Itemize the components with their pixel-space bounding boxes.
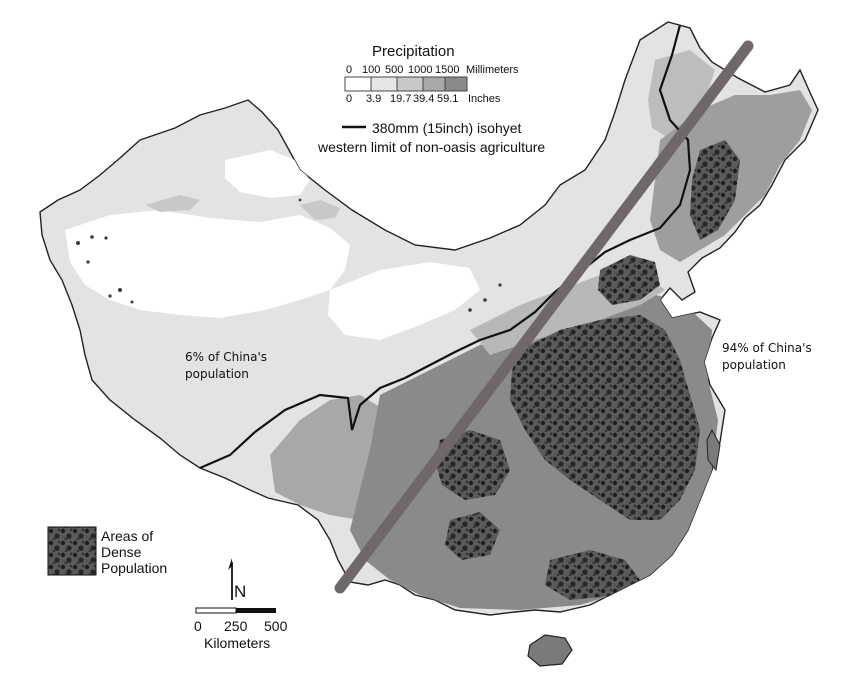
dense-legend-swatch — [47, 526, 97, 576]
mm-tick: 1500 — [435, 64, 460, 76]
mm-tick: 500 — [385, 64, 404, 76]
inch-unit: Inches — [468, 93, 501, 105]
mm-tick: 100 — [362, 64, 381, 76]
dense-population-label: Areas of Dense Population — [101, 528, 168, 576]
tarim-arid-zone — [65, 210, 350, 318]
precip-swatches — [344, 76, 468, 92]
northeast-mid-zone — [648, 50, 715, 140]
gobi-arid-zone — [225, 150, 310, 198]
inch-tick: 0 — [346, 93, 353, 105]
hainan-island — [527, 634, 573, 667]
scale-tick: 500 — [264, 618, 288, 634]
hu-divide-line — [334, 40, 754, 594]
north-label: N — [234, 582, 247, 601]
inch-tick: 3.9 — [366, 93, 382, 105]
oasis-dots — [76, 198, 502, 312]
isohyet-sub-label: western limit of non-oasis agriculture — [318, 139, 546, 155]
alxa-arid-zone — [328, 262, 480, 340]
mm-tick: 0 — [346, 64, 353, 76]
inch-tick: 59.1 — [437, 93, 459, 105]
mm-unit: Millimeters — [466, 64, 519, 76]
isohyet-label: 380mm (15inch) isohyet — [372, 120, 522, 136]
mm-tick: 1000 — [408, 64, 433, 76]
scale-bar-graphic — [195, 607, 276, 614]
inch-tick: 39.4 — [413, 93, 435, 105]
precip-title: Precipitation — [372, 43, 455, 60]
scale-tick: 250 — [224, 618, 248, 634]
scale-unit: Kilometers — [204, 635, 271, 651]
north-arrow-icon — [228, 558, 233, 600]
isohyet-380mm-line — [199, 24, 692, 470]
east-population-label: 94% of China's population — [722, 341, 812, 372]
inch-tick: 19.7 — [390, 93, 412, 105]
dense-population-areas — [435, 140, 740, 600]
taiwan-island — [706, 428, 721, 472]
west-population-label: 6% of China's population — [185, 350, 268, 381]
scale-tick: 0 — [194, 618, 202, 634]
